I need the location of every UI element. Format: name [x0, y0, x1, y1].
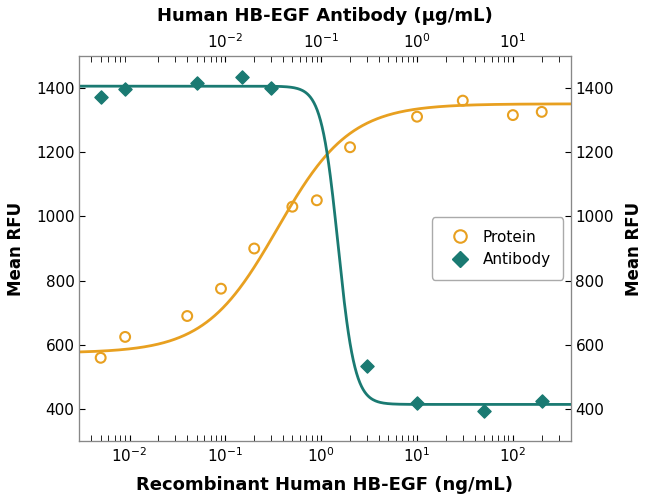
Point — [412, 113, 423, 121]
Point — [182, 312, 192, 320]
Point — [508, 111, 518, 119]
Point — [458, 97, 468, 105]
X-axis label: Recombinant Human HB-EGF (ng/mL): Recombinant Human HB-EGF (ng/mL) — [136, 476, 514, 494]
X-axis label: Human HB-EGF Antibody (μg/mL): Human HB-EGF Antibody (μg/mL) — [157, 7, 493, 25]
Point — [412, 399, 423, 407]
Point — [216, 285, 226, 293]
Point — [362, 362, 372, 370]
Point — [536, 397, 547, 405]
Point — [266, 84, 276, 92]
Point — [96, 93, 106, 101]
Point — [249, 244, 259, 253]
Point — [96, 354, 106, 362]
Y-axis label: Mean RFU: Mean RFU — [625, 201, 643, 296]
Point — [287, 203, 298, 211]
Point — [311, 196, 322, 204]
Legend: Protein, Antibody: Protein, Antibody — [432, 217, 563, 280]
Point — [237, 73, 248, 81]
Point — [120, 85, 131, 93]
Point — [536, 108, 547, 116]
Point — [479, 407, 489, 415]
Point — [191, 79, 202, 87]
Point — [120, 333, 131, 341]
Y-axis label: Mean RFU: Mean RFU — [7, 201, 25, 296]
Point — [345, 143, 356, 151]
